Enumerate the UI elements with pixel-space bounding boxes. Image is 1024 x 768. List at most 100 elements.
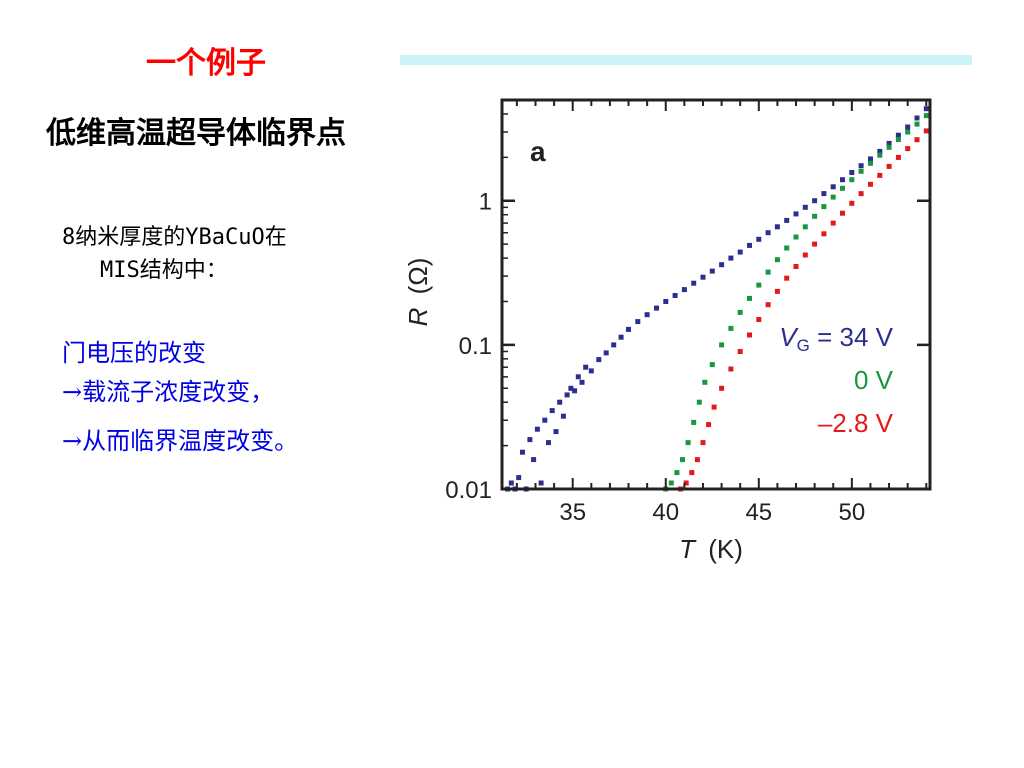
data-point-series-0 <box>534 426 540 432</box>
data-point-series-0 <box>542 417 548 423</box>
legend-entry-0v: 0 V <box>854 365 894 395</box>
data-point-series-0 <box>654 305 659 311</box>
data-point-series-1 <box>877 152 883 158</box>
y-axis-unit: (Ω) <box>403 258 433 295</box>
data-point-series-1 <box>849 177 855 183</box>
axis-ticks: 35 40 45 50 0.01 0.1 1 <box>445 100 930 526</box>
data-point-series-0 <box>849 170 855 175</box>
data-points <box>505 106 929 492</box>
y-axis-label: R (Ω) <box>403 258 433 327</box>
y-tick-label: 1 <box>479 189 492 216</box>
data-point-series-2 <box>683 480 689 486</box>
bullet-line-2: →载流子浓度改变， <box>62 378 275 406</box>
data-point-series-1 <box>756 282 762 288</box>
data-point-series-2 <box>774 288 780 294</box>
data-point-series-2 <box>821 231 827 237</box>
data-point-series-1 <box>793 234 799 240</box>
data-point-series-0 <box>572 388 578 394</box>
data-point-series-2 <box>689 470 695 476</box>
data-point-series-1 <box>702 379 708 385</box>
data-point-series-0 <box>527 437 533 443</box>
data-point-series-0 <box>700 274 706 280</box>
data-point-series-0 <box>508 480 514 486</box>
data-point-series-0 <box>583 364 589 370</box>
data-point-series-0 <box>575 374 581 380</box>
x-tick-label: 35 <box>559 499 586 526</box>
data-point-series-1 <box>830 194 836 200</box>
data-point-series-0 <box>774 224 780 230</box>
data-point-series-0 <box>877 148 883 154</box>
data-point-series-2 <box>784 275 790 281</box>
data-point-series-1 <box>709 362 715 368</box>
data-point-series-0 <box>812 198 818 204</box>
data-point-series-1 <box>784 245 790 251</box>
data-point-series-2 <box>765 302 771 308</box>
data-point-series-1 <box>719 342 725 348</box>
data-point-series-2 <box>877 172 883 178</box>
data-point-series-0 <box>579 379 585 385</box>
data-point-series-2 <box>719 385 725 391</box>
data-point-series-0 <box>905 124 911 130</box>
data-point-series-1 <box>691 419 697 425</box>
description-line-2: MIS结构中： <box>100 258 228 283</box>
data-point-series-1 <box>747 295 752 301</box>
data-point-series-0 <box>868 156 873 162</box>
data-point-series-1 <box>680 457 685 463</box>
data-point-series-1 <box>802 224 808 230</box>
x-axis-label: T (K) <box>679 534 743 564</box>
data-point-series-0 <box>802 204 808 210</box>
legend-entry-minus-2-8v: –2.8 V <box>818 408 894 438</box>
slide-subtitle: 低维高温超导体临界点 <box>46 116 346 151</box>
slide-title: 一个例子 <box>146 46 266 81</box>
data-point-series-0 <box>784 217 790 223</box>
data-point-series-1 <box>858 168 864 174</box>
data-point-series-1 <box>737 309 743 315</box>
data-point-series-0 <box>596 357 602 363</box>
data-point-series-0 <box>568 385 574 391</box>
data-point-series-2 <box>812 241 818 247</box>
y-tick-label: 0.1 <box>459 333 492 360</box>
data-point-series-1 <box>812 213 818 219</box>
panel-label: a <box>530 136 546 167</box>
data-point-series-0 <box>886 140 892 146</box>
data-point-series-2 <box>923 128 929 134</box>
data-point-series-0 <box>546 440 551 446</box>
data-point-series-2 <box>830 220 836 226</box>
data-point-series-0 <box>858 163 864 169</box>
data-point-series-0 <box>626 326 631 332</box>
data-point-series-0 <box>611 342 617 348</box>
x-tick-label: 50 <box>838 499 865 526</box>
bullet-line-3: →从而临界温度改变。 <box>62 427 299 455</box>
data-point-series-1 <box>821 204 827 210</box>
x-tick-label: 40 <box>652 499 679 526</box>
data-point-series-0 <box>553 429 559 435</box>
data-point-series-1 <box>696 399 702 405</box>
data-point-series-1 <box>765 269 771 275</box>
data-point-series-0 <box>531 457 537 463</box>
data-point-series-1 <box>886 144 892 150</box>
plot-frame <box>500 98 932 491</box>
data-point-series-0 <box>709 268 715 274</box>
data-point-series-0 <box>691 280 697 286</box>
title-accent-bar <box>400 55 972 65</box>
data-point-series-0 <box>737 249 743 255</box>
x-tick-label: 45 <box>745 499 772 526</box>
data-point-series-0 <box>821 191 827 197</box>
y-axis-variable: R <box>403 308 433 327</box>
data-point-series-1 <box>668 480 674 486</box>
data-point-series-0 <box>840 177 845 183</box>
data-point-series-2 <box>802 252 808 258</box>
data-point-series-1 <box>840 185 845 191</box>
data-point-series-0 <box>603 350 609 356</box>
data-point-series-0 <box>672 293 678 298</box>
data-point-series-1 <box>923 113 929 119</box>
y-tick-label: 0.01 <box>445 477 492 504</box>
legend-value: = 34 V <box>810 322 894 352</box>
data-point-series-0 <box>557 399 563 405</box>
data-point-series-2 <box>905 146 911 152</box>
data-point-series-2 <box>858 191 864 197</box>
data-point-series-0 <box>635 319 641 325</box>
data-point-series-2 <box>706 422 712 428</box>
data-point-series-1 <box>895 137 901 142</box>
description-line-1: 8纳米厚度的YBaCuO在 <box>62 225 287 250</box>
